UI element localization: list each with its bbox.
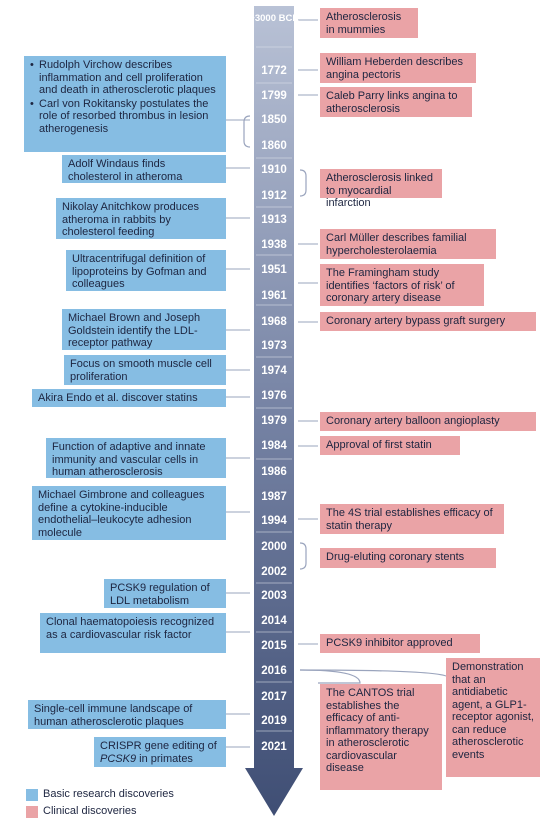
year-1938: 1938 [261,239,287,251]
basic-windaus: Adolf Windaus finds cholesterol in ather… [62,155,226,183]
clinical-framingham: The Framingham study identifies ‘factors… [320,264,484,306]
year-2014: 2014 [261,615,287,627]
year-1913: 1913 [261,214,287,226]
legend-basic-swatch [26,789,38,801]
year-1961: 1961 [261,290,287,302]
clinical-mi: Atherosclerosis linked to myocardial inf… [320,169,442,209]
clinical-balloon: Coronary artery balloon angioplasty [320,412,536,431]
year-1976: 1976 [261,390,287,402]
clinical-stents: Drug-eluting coronary stents [320,548,496,568]
year-1910: 1910 [261,164,287,176]
basic-single-cell: Single-cell immune landscape of human at… [28,700,226,729]
year-1860: 1860 [261,140,287,152]
basic-virchow-rokitansky: • Rudolph Virchow describes inflammation … [24,56,226,152]
basic-endo-statins: Akira Endo et al. discover statins [32,389,226,407]
clinical-parry: Caleb Parry links angina to atherosclero… [320,87,472,117]
basic-rokitansky-item: • Carl von Rokitansky postulates the role… [30,97,209,135]
year-3000bce: ~3000 BCE [249,13,299,24]
year-1987: 1987 [261,491,287,503]
clinical-glp1: Demonstration that an antidiabetic agent… [446,658,540,777]
legend-clinical-label: Clinical discoveries [43,805,137,817]
gene-name: PCSK9 [100,752,137,765]
year-1984: 1984 [261,440,287,452]
legend-basic-label: Basic research discoveries [43,788,174,800]
basic-smooth-muscle: Focus on smooth muscle cell proliferatio… [64,355,226,385]
clinical-first-statin: Approval of first statin [320,436,460,455]
basic-brown-goldstein: Michael Brown and Joseph Goldstein ident… [62,309,226,350]
clinical-muller: Carl Müller describes familial hyperchol… [320,229,496,259]
year-2017: 2017 [261,691,287,703]
year-2000: 2000 [261,541,287,553]
year-1912: 1912 [261,190,287,202]
clinical-cantos: The CANTOS trial establishes the efficac… [320,684,442,790]
year-2016: 2016 [261,665,287,677]
basic-gimbrone: Michael Gimbrone and colleagues define a… [32,486,226,540]
basic-gofman: Ultracentrifugal definition of lipoprote… [66,250,226,291]
clinical-bypass: Coronary artery bypass graft surgery [320,312,536,331]
year-1951: 1951 [261,264,287,276]
year-1772: 1772 [261,65,287,77]
clinical-pcsk9-inhibitor: PCSK9 inhibitor approved [320,634,480,653]
year-2019: 2019 [261,715,287,727]
basic-virchow-item: • Rudolph Virchow describes inflammation … [30,59,216,96]
year-1979: 1979 [261,415,287,427]
basic-clonal-haematopoiesis: Clonal haematopoiesis recognized as a ca… [40,613,226,653]
basic-pcsk9-regulation: PCSK9 regulation of LDL metabolism [104,579,226,608]
bullet-icon: • [30,59,34,71]
basic-crispr: CRISPR gene editing of PCSK9 in primates [94,737,226,767]
clinical-4s-trial: The 4S trial establishes efficacy of sta… [320,504,504,534]
year-1850: 1850 [261,114,287,126]
year-1994: 1994 [261,515,287,527]
basic-immunity: Function of adaptive and innate immunity… [46,438,226,478]
year-1968: 1968 [261,316,287,328]
year-1973: 1973 [261,340,287,352]
year-2015: 2015 [261,640,287,652]
year-2002: 2002 [261,566,287,578]
basic-anitchkow: Nikolay Anitchkow produces atheroma in r… [56,198,226,239]
year-2021: 2021 [261,741,287,753]
year-1986: 1986 [261,466,287,478]
clinical-heberden: William Heberden describes angina pector… [320,53,476,83]
clinical-mummies: Atherosclerosis in mummies [320,8,418,38]
year-2003: 2003 [261,590,287,602]
year-1974: 1974 [261,365,287,377]
bullet-icon: • [30,97,34,110]
legend-clinical-swatch [26,806,38,818]
year-1799: 1799 [261,90,287,102]
